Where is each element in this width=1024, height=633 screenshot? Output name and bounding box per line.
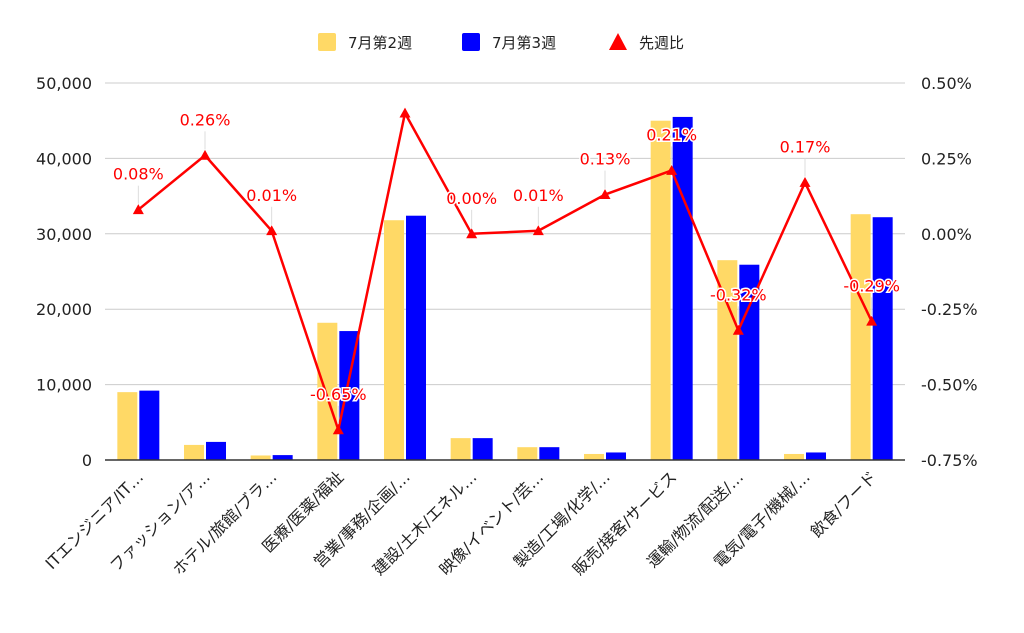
left-tick-label: 40,000 bbox=[36, 149, 92, 168]
ratio-data-label: 0.21% bbox=[646, 125, 697, 144]
ratio-data-label: 0.00% bbox=[446, 189, 497, 208]
right-tick-label: -0.25% bbox=[921, 300, 978, 319]
ratio-marker bbox=[332, 424, 344, 435]
right-tick-label: 0.00% bbox=[921, 225, 972, 244]
legend-label: 7月第3週 bbox=[492, 34, 556, 52]
bar-week3 bbox=[606, 452, 626, 460]
ratio-line-layer: 0.08% 0.26% 0.01% -0.65% 0.00% 0.01% 0.13% 0.21… bbox=[111, 107, 901, 435]
legend-swatch bbox=[462, 33, 480, 51]
right-tick-label: 0.50% bbox=[921, 74, 972, 93]
ratio-marker bbox=[866, 315, 878, 326]
bar-week3 bbox=[472, 438, 493, 460]
right-axis-ticks: -0.75% -0.50% -0.25% 0.00% 0.25% 0.50% bbox=[921, 74, 978, 470]
ratio-marker bbox=[732, 324, 744, 335]
ratio-marker bbox=[199, 149, 211, 160]
bar-week3 bbox=[739, 264, 760, 460]
ratio-data-label: 0.17% bbox=[780, 138, 831, 157]
bar-week2 bbox=[650, 120, 671, 460]
right-tick-label: -0.50% bbox=[921, 376, 978, 395]
x-axis-ticks: ITエンジニア/IT…ファッション/ア…ホテル/旅館/ブラ…医療/医薬/福祉営業… bbox=[42, 467, 881, 579]
bar-week2 bbox=[784, 453, 804, 460]
legend-label: 7月第2週 bbox=[348, 34, 412, 52]
left-tick-label: 10,000 bbox=[36, 376, 92, 395]
ratio-data-label: -0.29% bbox=[843, 276, 900, 295]
bar-week2 bbox=[317, 322, 338, 460]
ratio-data-label: 0.01% bbox=[246, 186, 297, 205]
ratio-data-label: 0.01% bbox=[513, 186, 564, 205]
legend: 7月第2週 7月第3週 先週比 bbox=[318, 33, 684, 52]
bar-week3 bbox=[672, 116, 693, 461]
ratio-data-label: 0.08% bbox=[113, 165, 164, 184]
ratio-marker bbox=[466, 228, 478, 239]
ratio-marker bbox=[666, 164, 678, 175]
ratio-data-label: 0.26% bbox=[180, 110, 231, 129]
left-tick-label: 30,000 bbox=[36, 225, 92, 244]
legend-swatch-triangle bbox=[609, 33, 627, 50]
ratio-data-label: 0.13% bbox=[580, 150, 631, 169]
left-axis-ticks: 0 10,000 20,000 30,000 40,000 50,000 bbox=[36, 74, 92, 470]
bar-week2 bbox=[717, 260, 738, 460]
bar-week2 bbox=[584, 453, 604, 460]
left-tick-label: 0 bbox=[82, 451, 92, 470]
ratio-marker bbox=[399, 107, 411, 118]
x-tick-label: 飲食/フード bbox=[807, 467, 881, 541]
ratio-marker bbox=[532, 225, 544, 236]
ratio-data-label: -0.32% bbox=[710, 285, 767, 304]
ratio-marker bbox=[599, 189, 611, 199]
ratio-marker bbox=[266, 225, 278, 236]
bar-week3 bbox=[872, 217, 893, 460]
legend-swatch bbox=[318, 33, 336, 51]
bar-week3 bbox=[272, 455, 293, 460]
bars-layer bbox=[117, 116, 893, 461]
bar-week3 bbox=[406, 215, 426, 460]
right-tick-label: -0.75% bbox=[921, 451, 978, 470]
bar-week3 bbox=[806, 452, 826, 460]
bar-week2 bbox=[517, 447, 538, 460]
bar-week2 bbox=[250, 455, 271, 460]
bar-week2 bbox=[384, 220, 404, 460]
bar-week3 bbox=[339, 331, 360, 460]
legend-label: 先週比 bbox=[639, 34, 684, 52]
ratio-line bbox=[137, 111, 873, 432]
bar-week3 bbox=[539, 447, 560, 460]
left-tick-label: 50,000 bbox=[36, 74, 92, 93]
bar-week2 bbox=[184, 444, 204, 460]
ratio-marker bbox=[132, 204, 144, 215]
bar-week3 bbox=[206, 441, 226, 460]
left-tick-label: 20,000 bbox=[36, 300, 92, 319]
right-tick-label: 0.25% bbox=[921, 149, 972, 168]
gridlines bbox=[105, 82, 905, 386]
bar-week2 bbox=[850, 214, 871, 460]
ratio-marker bbox=[799, 177, 811, 187]
ratio-data-label: -0.65% bbox=[310, 385, 367, 404]
bar-week2 bbox=[117, 392, 138, 460]
bar-week3 bbox=[139, 390, 160, 460]
bar-week2 bbox=[450, 438, 471, 460]
